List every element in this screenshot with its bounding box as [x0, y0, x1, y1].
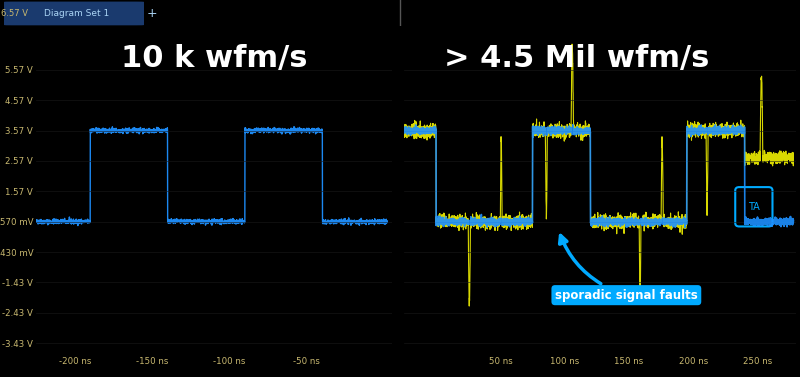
Text: +: +: [146, 7, 157, 20]
Text: sporadic signal faults: sporadic signal faults: [555, 236, 698, 302]
Text: > 4.5 Mil wfm/s: > 4.5 Mil wfm/s: [444, 44, 709, 74]
Text: TA: TA: [748, 202, 760, 212]
Text: 6.57 V: 6.57 V: [1, 9, 28, 18]
FancyBboxPatch shape: [4, 2, 144, 25]
Text: 10 k wfm/s: 10 k wfm/s: [121, 44, 307, 74]
Text: Diagram Set 1: Diagram Set 1: [44, 9, 110, 18]
